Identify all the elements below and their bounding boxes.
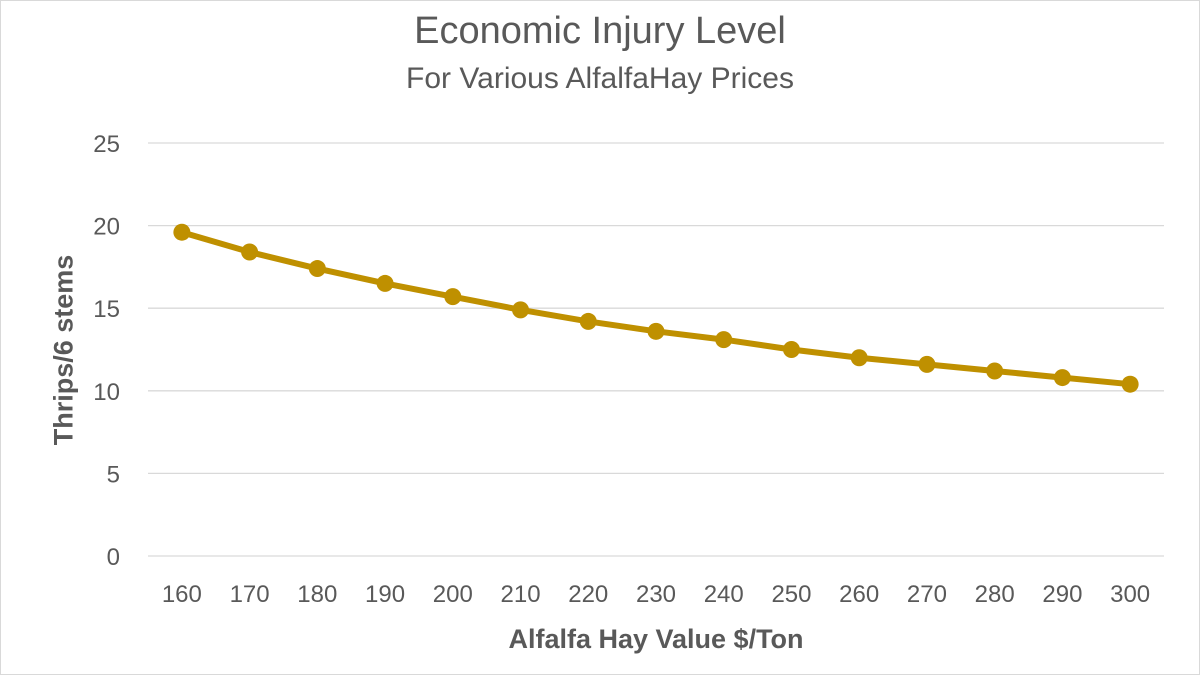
y-tick-label: 5 (107, 461, 120, 488)
x-tick-label: 260 (839, 581, 879, 608)
data-point-210 (512, 301, 530, 319)
y-tick-label: 10 (93, 379, 120, 406)
x-tick-label: 190 (365, 581, 405, 608)
data-point-190 (376, 274, 394, 292)
y-tick-label: 20 (93, 214, 120, 241)
x-axis-label: Alfalfa Hay Value $/Ton (508, 624, 804, 654)
data-point-290 (1053, 369, 1071, 387)
data-point-170 (241, 243, 259, 261)
x-tick-label: 300 (1110, 581, 1150, 608)
data-point-240 (715, 331, 733, 349)
y-tick-label: 0 (107, 544, 120, 571)
data-point-200 (444, 288, 462, 306)
series-group (173, 223, 1139, 393)
x-tick-label: 210 (501, 581, 541, 608)
x-tick-label: 220 (568, 581, 608, 608)
x-tick-label: 280 (975, 581, 1015, 608)
x-axis-tick-labels: 160 170 180 190 200 210 220 230 240 250 260 270 280 2… (162, 581, 1150, 608)
data-point-160 (173, 223, 191, 241)
y-axis-label: Thrips/6 stems (48, 254, 79, 446)
x-tick-label: 200 (433, 581, 473, 608)
data-point-280 (986, 362, 1004, 380)
x-tick-label: 270 (907, 581, 947, 608)
data-point-270 (918, 355, 936, 373)
gridlines (148, 142, 1164, 557)
chart-subtitle: For Various AlfalfaHay Prices (406, 62, 794, 95)
x-tick-label: 240 (704, 581, 744, 608)
x-tick-label: 160 (162, 581, 202, 608)
x-tick-label: 170 (230, 581, 270, 608)
x-tick-label: 250 (771, 581, 811, 608)
x-tick-label: 230 (636, 581, 676, 608)
chart-title: Economic Injury Level (414, 10, 786, 52)
data-point-300 (1121, 375, 1139, 393)
y-tick-label: 25 (93, 131, 120, 158)
x-tick-label: 290 (1042, 581, 1082, 608)
data-point-260 (850, 349, 868, 367)
x-tick-label: 180 (297, 581, 337, 608)
y-axis-tick-labels: 0 5 10 15 20 25 (93, 131, 120, 571)
y-tick-label: 15 (93, 296, 120, 323)
data-point-250 (782, 341, 800, 358)
data-point-230 (647, 322, 665, 340)
data-point-180 (308, 260, 326, 278)
data-point-220 (579, 312, 597, 330)
